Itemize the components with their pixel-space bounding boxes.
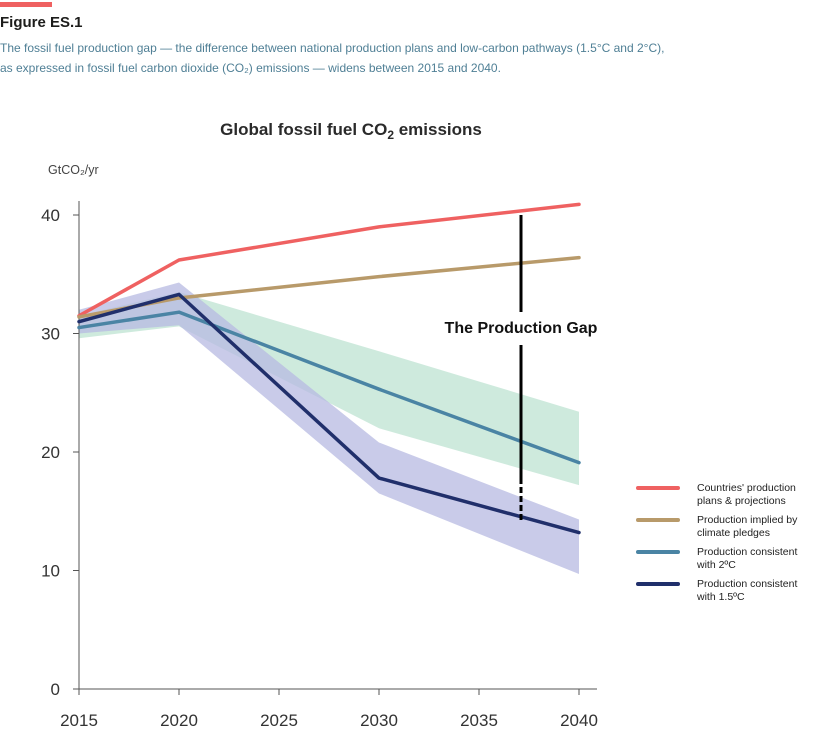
production-gap-marker: The Production Gap (445, 215, 598, 521)
figure-caption-line-2: as expressed in fossil fuel carbon dioxi… (0, 61, 501, 75)
legend-label-3: with 1.5ºC (696, 591, 745, 603)
uncertainty-band-2 (79, 292, 579, 486)
y-tick-label: 30 (41, 325, 60, 344)
figure-accent-bar (0, 2, 52, 7)
legend-label-3: Production consistent (697, 578, 797, 590)
legend-label-2: Production consistent (697, 546, 797, 558)
figure-caption: The fossil fuel production gap — the dif… (0, 38, 790, 78)
x-tick-label: 2035 (460, 711, 498, 730)
figure-caption-line-1: The fossil fuel production gap — the dif… (0, 41, 665, 55)
y-tick-label: 0 (51, 680, 60, 699)
chart-title-tail: emissions (394, 120, 482, 139)
y-axis-unit-label: GtCO₂/yr (48, 163, 99, 177)
production-gap-label: The Production Gap (445, 320, 598, 337)
y-tick-label: 10 (41, 562, 60, 581)
series-lines (77, 202, 581, 535)
legend-label-1: climate pledges (697, 527, 770, 539)
chart-title-subscript: 2 (387, 128, 394, 142)
uncertainty-bands (79, 282, 579, 575)
legend-label-0: plans & projections (697, 495, 786, 507)
y-tick-label: 20 (41, 443, 60, 462)
legend-label-2: with 2ºC (696, 559, 736, 571)
x-tick-label: 2025 (260, 711, 298, 730)
series-line-0 (77, 202, 581, 318)
figure-label: Figure ES.1 (0, 14, 83, 31)
uncertainty-band-3 (79, 282, 579, 575)
y-tick-label: 40 (41, 206, 60, 225)
chart-title-main: Global fossil fuel CO (220, 120, 387, 139)
series-line-3 (77, 292, 581, 535)
chart-title: Global fossil fuel CO2 emissions (220, 120, 482, 142)
x-tick-label: 2040 (560, 711, 598, 730)
series-line-2 (77, 310, 581, 465)
legend-label-0: Countries' production (697, 482, 796, 494)
x-tick-label: 2020 (160, 711, 198, 730)
legend-label-1: Production implied by (697, 514, 798, 526)
x-tick-label: 2015 (60, 711, 98, 730)
x-tick-label: 2030 (360, 711, 398, 730)
